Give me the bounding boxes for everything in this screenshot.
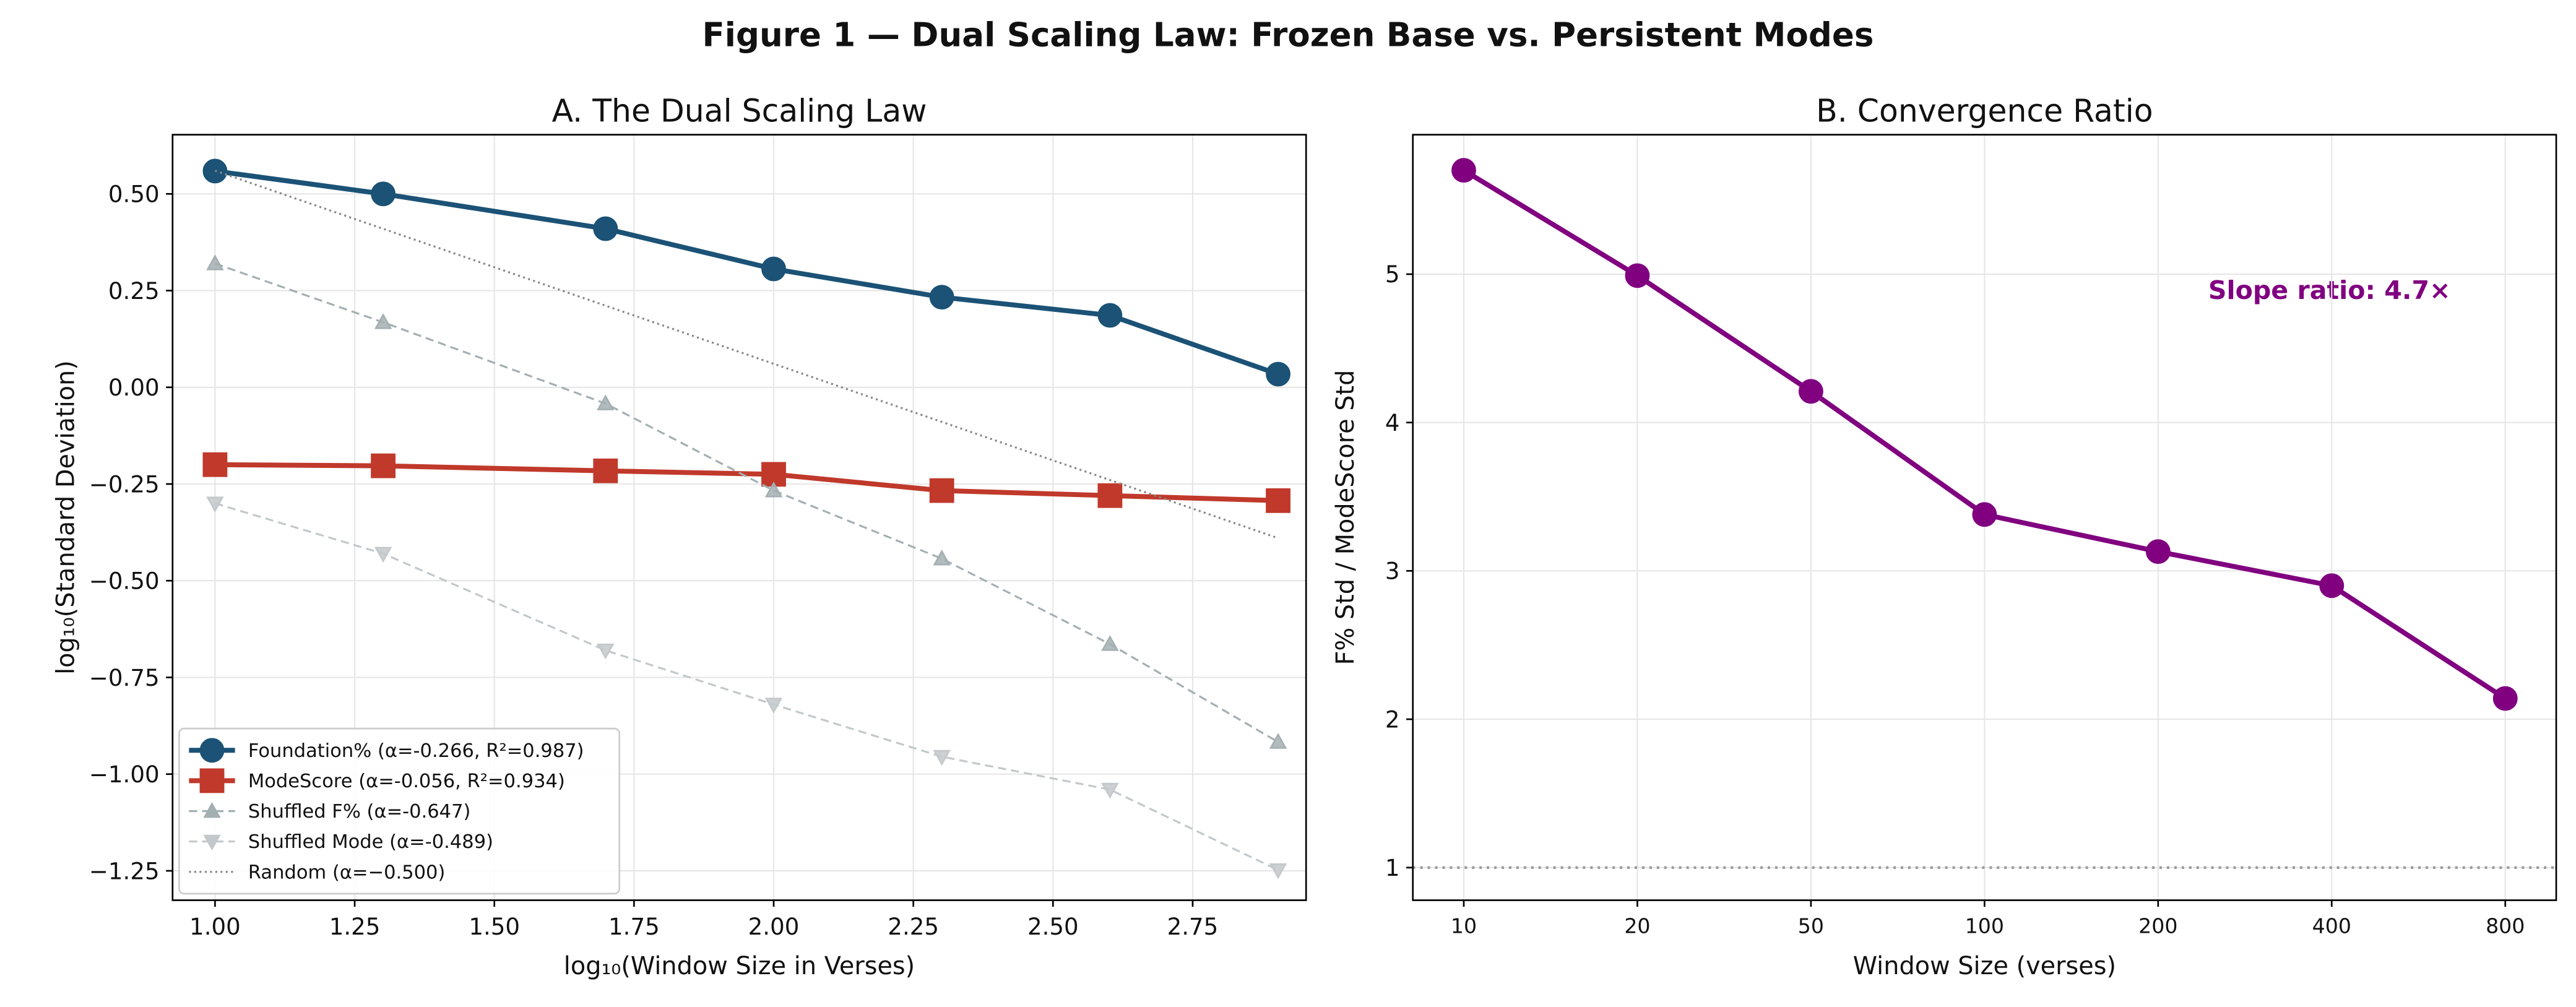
x-tick-label: 2.25 bbox=[888, 914, 939, 940]
marker bbox=[597, 394, 615, 410]
y-tick-label: 2 bbox=[1385, 706, 1400, 733]
y-axis-label: log₁₀(Standard Deviation) bbox=[52, 360, 80, 675]
plot-frame bbox=[171, 134, 1307, 901]
marker bbox=[1266, 361, 1290, 387]
x-axis-label: log₁₀(Window Size in Verses) bbox=[564, 952, 915, 980]
marker bbox=[206, 254, 224, 270]
marker bbox=[1269, 733, 1287, 749]
legend-label: Random (α=−0.500) bbox=[248, 862, 445, 883]
marker bbox=[1972, 502, 1997, 527]
marker bbox=[761, 256, 786, 282]
legend-label: Shuffled Mode (α=-0.489) bbox=[248, 831, 493, 853]
marker bbox=[2492, 686, 2518, 711]
marker bbox=[374, 547, 392, 563]
y-tick-label: 0.00 bbox=[108, 374, 160, 401]
marker bbox=[597, 643, 615, 660]
marker bbox=[203, 834, 221, 851]
marker bbox=[203, 802, 221, 818]
annotation: Slope ratio: 4.7× bbox=[2208, 275, 2451, 305]
y-axis-label: F% Std / ModeScore Std bbox=[1331, 370, 1360, 665]
x-tick-label: 50 bbox=[1798, 914, 1824, 938]
marker bbox=[199, 738, 225, 763]
marker bbox=[593, 458, 618, 483]
x-tick-label: 1.75 bbox=[608, 914, 660, 940]
marker bbox=[933, 750, 951, 766]
x-tick-label: 2.50 bbox=[1027, 914, 1079, 940]
x-tick-label: 400 bbox=[2312, 914, 2351, 938]
figure-title: Figure 1 — Dual Scaling Law: Frozen Base… bbox=[702, 15, 1874, 54]
y-tick-label: 4 bbox=[1385, 410, 1400, 436]
x-tick-label: 10 bbox=[1451, 914, 1477, 938]
marker bbox=[929, 478, 954, 503]
marker bbox=[1097, 303, 1123, 328]
marker bbox=[199, 768, 225, 793]
series-line bbox=[214, 170, 1279, 540]
marker bbox=[933, 549, 951, 566]
y-tick-label: 5 bbox=[1385, 261, 1400, 288]
y-tick-label: 3 bbox=[1385, 558, 1400, 585]
x-tick-label: 1.00 bbox=[189, 914, 241, 940]
plot-frame bbox=[1412, 134, 2557, 901]
x-tick-label: 800 bbox=[2486, 914, 2525, 938]
chart-title: A. The Dual Scaling Law bbox=[552, 92, 927, 129]
y-tick-label: −0.25 bbox=[89, 471, 160, 498]
marker bbox=[1097, 483, 1123, 508]
marker bbox=[371, 181, 396, 207]
x-tick-label: 2.75 bbox=[1167, 914, 1219, 940]
marker bbox=[374, 313, 392, 329]
marker bbox=[593, 216, 618, 241]
y-tick-label: 1 bbox=[1385, 855, 1400, 881]
x-tick-label: 2.00 bbox=[748, 914, 800, 940]
marker bbox=[764, 698, 783, 714]
x-tick-label: 1.50 bbox=[469, 914, 520, 940]
marker bbox=[929, 285, 954, 310]
y-tick-label: −1.00 bbox=[89, 761, 160, 788]
legend-label: Shuffled F% (α=-0.647) bbox=[248, 801, 471, 823]
x-tick-label: 100 bbox=[1965, 914, 2004, 938]
x-axis-label: Window Size (verses) bbox=[1853, 952, 2116, 980]
marker bbox=[1451, 158, 1476, 183]
marker bbox=[2319, 573, 2345, 599]
marker bbox=[1101, 635, 1119, 651]
y-tick-label: 0.25 bbox=[108, 278, 160, 305]
x-tick-label: 20 bbox=[1624, 914, 1650, 938]
legend-label: Foundation% (α=-0.266, R²=0.987) bbox=[248, 740, 584, 762]
y-tick-label: −1.25 bbox=[89, 858, 160, 884]
marker bbox=[371, 453, 396, 478]
marker bbox=[206, 496, 224, 512]
marker bbox=[1269, 863, 1287, 880]
marker bbox=[1101, 782, 1119, 799]
legend-box bbox=[178, 727, 621, 895]
chart-title: B. Convergence Ratio bbox=[1816, 92, 2153, 129]
marker bbox=[2145, 539, 2171, 564]
y-tick-label: −0.75 bbox=[89, 665, 160, 691]
x-tick-label: 1.25 bbox=[329, 914, 381, 940]
marker bbox=[202, 452, 228, 477]
x-tick-label: 200 bbox=[2138, 914, 2177, 938]
legend-label: ModeScore (α=-0.056, R²=0.934) bbox=[248, 771, 565, 792]
marker bbox=[1799, 379, 1823, 404]
y-tick-label: −0.50 bbox=[89, 568, 160, 595]
y-tick-label: 0.50 bbox=[108, 181, 160, 208]
marker bbox=[764, 481, 783, 498]
marker bbox=[1625, 263, 1650, 288]
marker bbox=[1266, 488, 1290, 513]
